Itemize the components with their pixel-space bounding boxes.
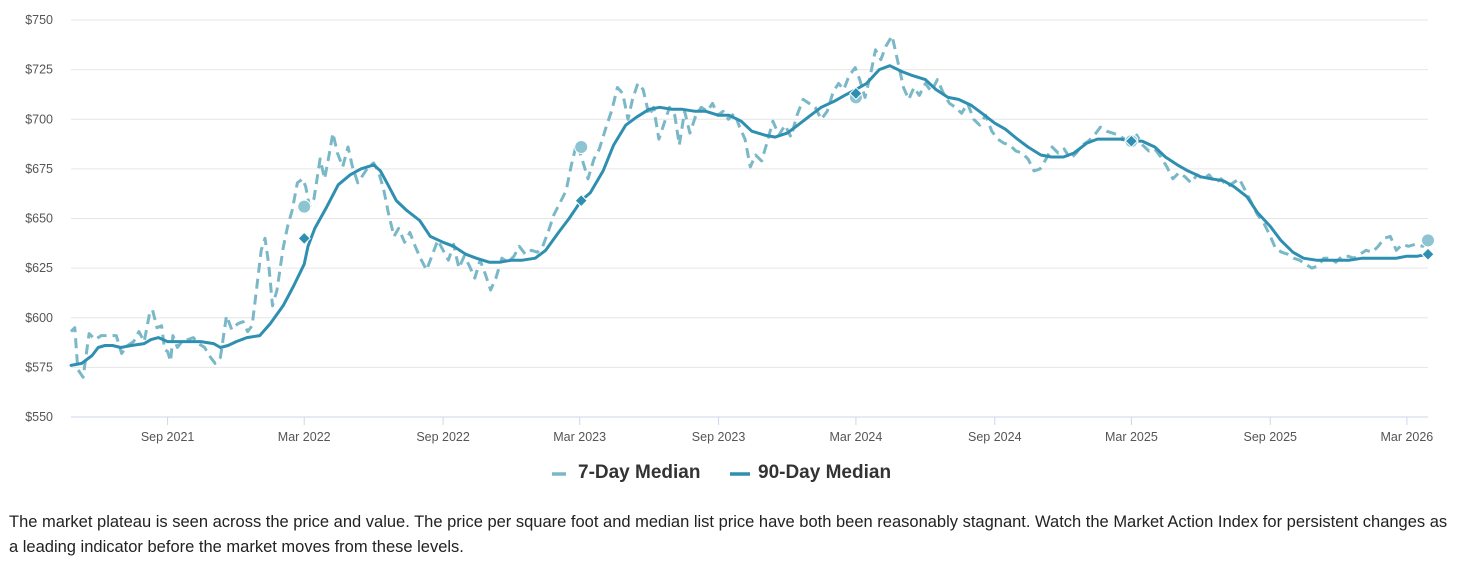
series-lines: [69, 34, 1430, 379]
series-90day-line: [69, 64, 1430, 367]
marker-90day-point: [1124, 134, 1139, 148]
market-caption: The market plateau is seen across the pr…: [9, 513, 1448, 556]
chart-legend: 7-Day Median 90-Day Median: [552, 462, 891, 483]
series-markers: [297, 86, 1435, 261]
x-tick-label: Mar 2025: [1105, 430, 1158, 444]
legend-90day-label[interactable]: 90-Day Median: [758, 462, 891, 483]
y-tick-label: $725: [25, 63, 53, 77]
legend-7day-label[interactable]: 7-Day Median: [578, 462, 700, 483]
x-tick-label: Sep 2025: [1243, 430, 1297, 444]
x-tick-label: Sep 2022: [416, 430, 470, 444]
grid-lines: [71, 19, 1428, 418]
x-tick-label: Sep 2023: [692, 430, 746, 444]
y-tick-label: $575: [25, 360, 53, 374]
price-chart: $550 $575 $600 $625 $650 $675 $700 $725 $750 Sep…: [25, 13, 1435, 483]
marker-90day-point: [849, 86, 863, 101]
y-tick-label: $675: [25, 162, 53, 176]
y-tick-label: $650: [25, 212, 53, 226]
y-tick-label: $625: [25, 261, 53, 275]
marker-90day-point: [297, 231, 311, 246]
x-tick-label: Mar 2024: [830, 430, 883, 444]
x-axis-ticks: Sep 2021 Mar 2022 Sep 2022 Mar 2023 Sep 2023…: [141, 417, 1433, 444]
y-tick-label: $600: [25, 311, 53, 325]
y-tick-label: $550: [25, 410, 53, 424]
x-tick-label: Sep 2024: [968, 430, 1022, 444]
x-tick-label: Mar 2023: [553, 430, 606, 444]
x-tick-label: Sep 2021: [141, 430, 195, 444]
marker-7day-point: [297, 199, 312, 214]
series-7day-line: [69, 34, 1429, 379]
y-axis-ticks: $550 $575 $600 $625 $650 $675 $700 $725 $750: [25, 13, 53, 424]
x-tick-label: Mar 2026: [1380, 430, 1433, 444]
marker-7day-point: [1421, 233, 1435, 248]
marker-7day-point: [574, 140, 589, 155]
marker-90day-point: [574, 193, 588, 208]
x-tick-label: Mar 2022: [278, 430, 331, 444]
y-tick-label: $750: [25, 13, 53, 27]
marker-90day-point: [1421, 247, 1435, 261]
y-tick-label: $700: [25, 112, 53, 126]
